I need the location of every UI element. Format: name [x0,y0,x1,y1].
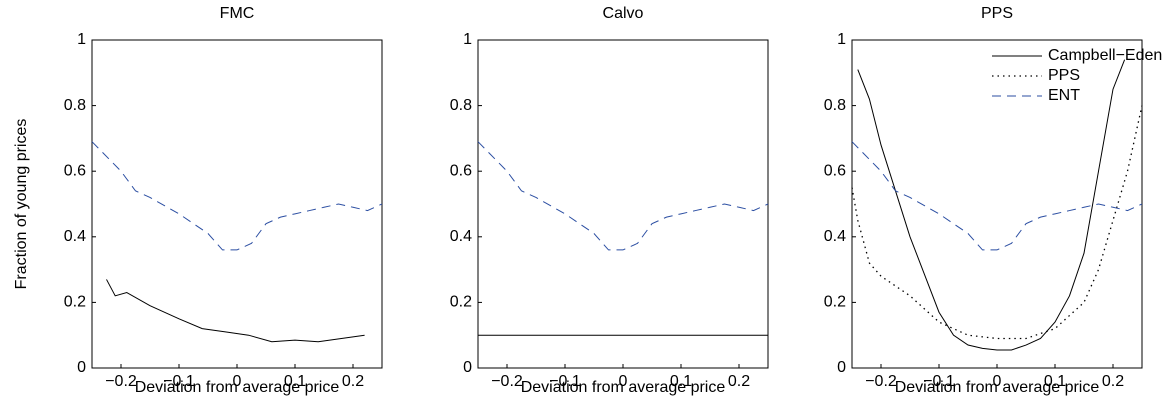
x-tick-label: −0.2 [105,373,137,390]
data-line [91,141,383,251]
chart-title: PPS [981,5,1013,22]
data-line [106,279,365,343]
y-tick-label: 0 [837,359,846,376]
x-tick-label: −0.2 [865,373,897,390]
y-tick-label: 0.6 [64,162,86,179]
x-axis-label: Deviation from average price [521,379,726,396]
x-tick-label: 0.2 [1102,373,1124,390]
x-tick-label: 0.1 [1044,373,1066,390]
data-line [851,105,1143,340]
y-tick-label: 0.2 [450,294,472,311]
y-tick-label: 0.6 [824,162,846,179]
x-tick-label: −0.1 [923,373,955,390]
x-tick-label: 0.1 [284,373,306,390]
chart-title: Calvo [603,5,644,22]
y-tick-label: 1 [837,31,846,48]
legend-label: PPS [1048,67,1080,84]
x-tick-label: 0.1 [670,373,692,390]
x-tick-label: −0.1 [163,373,195,390]
x-tick-label: 0.2 [728,373,750,390]
x-axis-label: Deviation from average price [895,379,1100,396]
data-line [857,59,1126,351]
y-tick-label: 1 [77,31,86,48]
y-tick-label: 0.2 [824,294,846,311]
x-tick-label: 0.2 [342,373,364,390]
y-tick-label: 0.4 [824,228,846,245]
y-tick-label: 0 [463,359,472,376]
y-tick-label: 0.8 [64,97,86,114]
y-tick-label: 0.4 [450,228,472,245]
y-tick-label: 0.6 [450,162,472,179]
y-tick-label: 0.4 [64,228,86,245]
data-line [851,141,1143,251]
y-tick-label: 1 [463,31,472,48]
y-tick-label: 0 [77,359,86,376]
x-tick-label: 0 [619,373,628,390]
y-axis-label: Fraction of young prices [13,119,30,290]
x-tick-label: −0.2 [491,373,523,390]
x-tick-label: 0 [993,373,1002,390]
y-tick-label: 0.8 [824,97,846,114]
x-tick-label: 0 [233,373,242,390]
x-tick-label: −0.1 [549,373,581,390]
x-axis-label: Deviation from average price [135,379,340,396]
legend-label: ENT [1048,87,1080,104]
data-line [477,141,769,251]
legend-label: Campbell−Eden [1048,47,1162,64]
y-tick-label: 0.8 [450,97,472,114]
chart-title: FMC [220,5,255,22]
y-tick-label: 0.2 [64,294,86,311]
